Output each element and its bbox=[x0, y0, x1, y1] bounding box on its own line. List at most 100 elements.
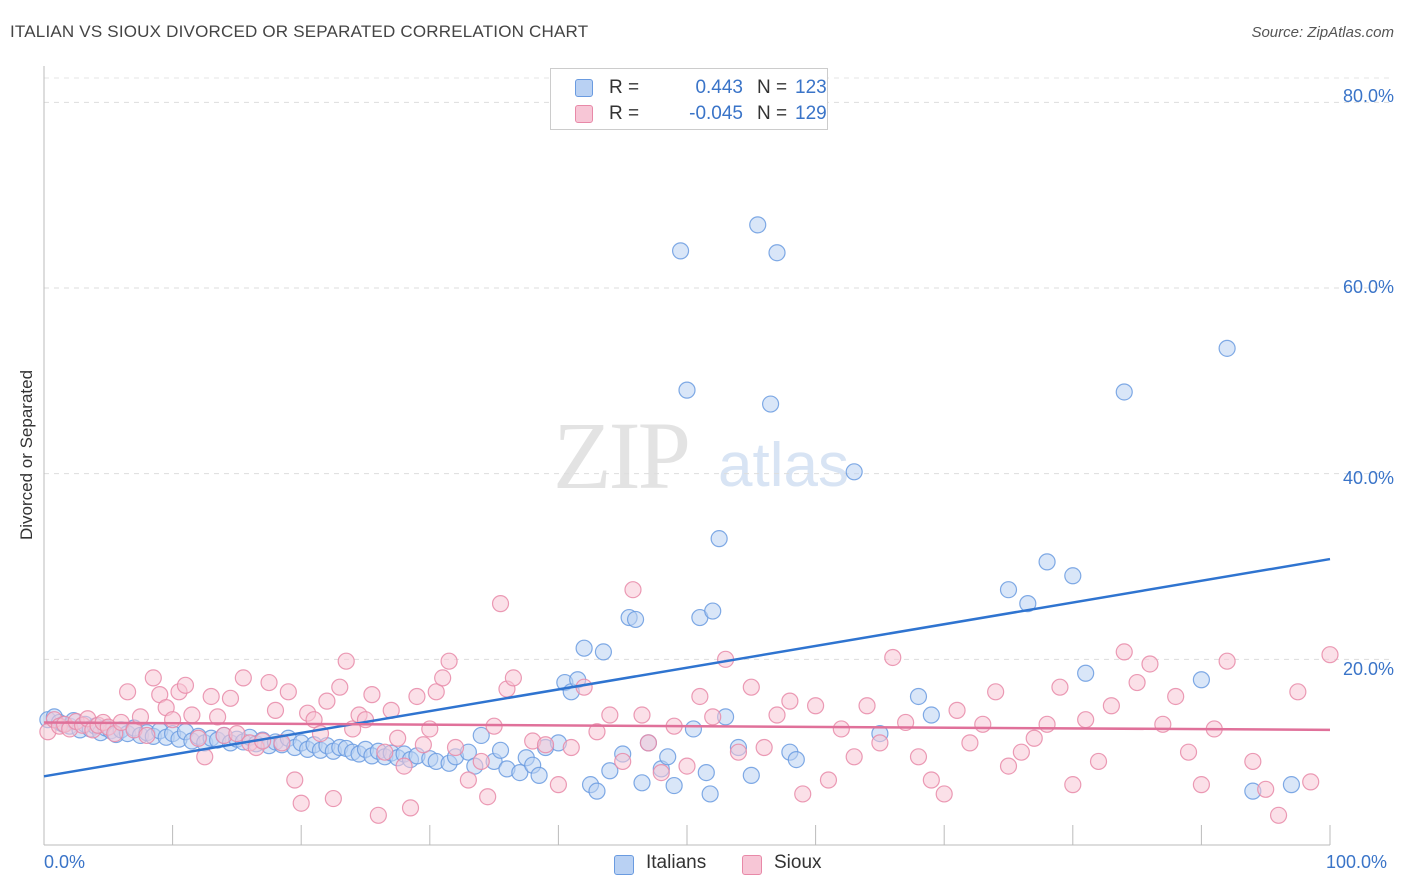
sioux-point bbox=[1257, 780, 1275, 798]
sioux-point bbox=[408, 687, 426, 706]
italians-swatch-icon bbox=[575, 79, 593, 97]
italians-point bbox=[665, 776, 683, 795]
sioux-point bbox=[472, 752, 490, 771]
stats-legend: R = 0.443 N = 123 R = -0.045 N = 129 bbox=[550, 68, 828, 130]
sioux-point bbox=[633, 706, 651, 724]
sioux-point bbox=[491, 595, 510, 613]
sioux-point bbox=[819, 771, 838, 789]
r-value: 0.443 bbox=[695, 77, 743, 98]
sioux-point bbox=[138, 726, 156, 745]
sioux-point bbox=[1025, 729, 1043, 747]
italians-point bbox=[1282, 776, 1301, 794]
sioux-swatch-icon bbox=[575, 105, 593, 123]
sioux-point bbox=[1179, 743, 1198, 761]
sioux-point bbox=[987, 683, 1005, 701]
legend-label-sioux: Sioux bbox=[774, 852, 822, 873]
italians-point bbox=[678, 381, 696, 399]
sioux-point bbox=[961, 734, 979, 752]
sioux-point bbox=[1128, 673, 1146, 692]
sioux-point bbox=[909, 748, 928, 766]
sioux-point bbox=[588, 723, 606, 741]
r-label: R = bbox=[609, 103, 640, 124]
sioux-point bbox=[446, 738, 465, 757]
sioux-point bbox=[1167, 687, 1185, 706]
sioux-point bbox=[286, 771, 304, 789]
sioux-point bbox=[624, 581, 642, 599]
italians-point bbox=[701, 785, 719, 803]
sioux-point bbox=[131, 708, 150, 726]
italians-point bbox=[601, 762, 619, 780]
sioux-point bbox=[266, 701, 285, 719]
sioux-point bbox=[858, 697, 876, 715]
sioux-point bbox=[421, 720, 439, 738]
sioux-point bbox=[742, 678, 760, 696]
sioux-point bbox=[871, 734, 889, 752]
sioux-point bbox=[369, 806, 387, 824]
sioux-point bbox=[189, 729, 207, 747]
italians-point bbox=[588, 782, 606, 800]
sioux-point bbox=[999, 757, 1018, 775]
sioux-point bbox=[1064, 776, 1082, 794]
sioux-point bbox=[376, 743, 394, 761]
italians-point bbox=[922, 706, 940, 724]
sioux-point bbox=[1089, 752, 1108, 771]
italians-trend-line bbox=[43, 557, 1331, 778]
sioux-point bbox=[1115, 643, 1133, 661]
sioux-point bbox=[562, 738, 580, 757]
italians-point bbox=[684, 720, 703, 738]
italians-point bbox=[999, 581, 1018, 599]
italians-point bbox=[845, 463, 863, 481]
sioux-point bbox=[434, 669, 452, 687]
sioux-point bbox=[1102, 697, 1120, 715]
sioux-point bbox=[781, 692, 799, 710]
sioux-point bbox=[704, 708, 722, 726]
italians-legend-icon bbox=[614, 855, 634, 875]
sioux-point bbox=[922, 771, 940, 789]
italians-point bbox=[659, 748, 677, 766]
italians-point bbox=[761, 395, 780, 413]
sioux-point bbox=[395, 757, 413, 775]
italians-point bbox=[1115, 383, 1133, 401]
sioux-point bbox=[479, 788, 497, 806]
italians-point bbox=[530, 766, 548, 784]
sioux-point bbox=[144, 669, 162, 687]
italians-point bbox=[909, 687, 928, 706]
n-value: 129 bbox=[795, 103, 827, 124]
italians-point bbox=[749, 216, 767, 234]
italians-point bbox=[472, 726, 490, 745]
sioux-point bbox=[427, 683, 445, 701]
sioux-point bbox=[440, 652, 458, 670]
sioux-point bbox=[176, 676, 195, 694]
x-tick-label: 0.0% bbox=[44, 852, 86, 872]
sioux-point bbox=[755, 738, 773, 757]
y-tick-label: 40.0% bbox=[1342, 468, 1394, 488]
sioux-point bbox=[118, 683, 137, 701]
sioux-point bbox=[549, 776, 568, 794]
italians-point bbox=[1019, 595, 1037, 613]
sioux-point bbox=[401, 799, 420, 817]
sioux-point bbox=[614, 752, 632, 771]
italians-point bbox=[671, 242, 690, 260]
sioux-point bbox=[324, 789, 342, 808]
italians-point bbox=[697, 763, 715, 782]
sioux-point bbox=[337, 652, 355, 670]
sioux-point bbox=[806, 697, 825, 715]
watermark-atlas: atlas bbox=[718, 431, 849, 500]
sioux-point bbox=[1269, 806, 1288, 824]
sioux-point bbox=[1141, 655, 1159, 673]
sioux-point bbox=[1244, 752, 1262, 771]
sioux-point bbox=[318, 692, 336, 710]
sioux-point bbox=[292, 794, 310, 812]
sioux-trend-line bbox=[43, 721, 1331, 732]
italians-point bbox=[704, 602, 722, 620]
sioux-legend-icon bbox=[742, 855, 762, 875]
sioux-point bbox=[845, 748, 863, 766]
sioux-point bbox=[1012, 743, 1030, 761]
sioux-point bbox=[639, 734, 658, 752]
sioux-point bbox=[459, 771, 477, 789]
sioux-point bbox=[1077, 711, 1095, 729]
sioux-point bbox=[1218, 652, 1236, 670]
italians-point bbox=[491, 741, 510, 759]
source-label: Source: ZipAtlas.com bbox=[1251, 24, 1394, 41]
italians-point bbox=[768, 244, 786, 262]
